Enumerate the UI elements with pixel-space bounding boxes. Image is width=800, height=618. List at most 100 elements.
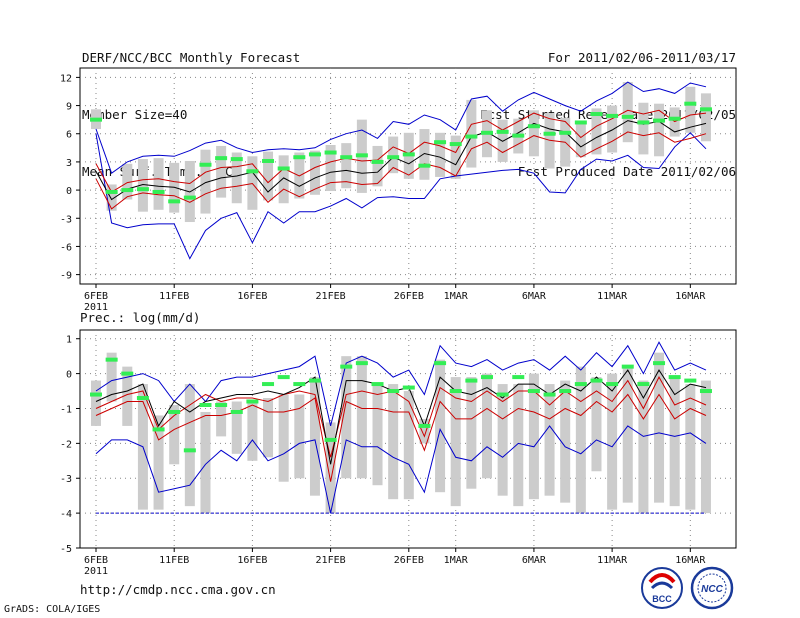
- temp-ytick-label: 6: [66, 130, 72, 141]
- temp-obs-marker: [543, 131, 556, 136]
- prec-box: [528, 373, 539, 500]
- prec-lower-line: [95, 393, 707, 482]
- temp-frame: [79, 67, 737, 285]
- temp-obs-marker: [699, 107, 712, 112]
- prec-box: [466, 377, 477, 489]
- prec-obs-marker: [277, 375, 290, 380]
- temp-xtick-label: 16FEB: [237, 291, 267, 302]
- temp-box: [466, 99, 477, 168]
- bcc-logo-text: BCC: [652, 594, 672, 604]
- prec-panel-title: Prec.: log(mm/d): [80, 310, 200, 325]
- temp-obs-marker: [371, 159, 384, 164]
- prec-box: [575, 366, 586, 514]
- temp-box: [685, 86, 696, 133]
- temp-obs-marker: [340, 155, 353, 160]
- footer-url[interactable]: http://cmdp.ncc.cma.gov.cn: [80, 582, 276, 597]
- prec-box: [263, 398, 274, 458]
- prec-box: [685, 384, 696, 510]
- temp-xtick-label: 21FEB: [316, 291, 346, 302]
- temp-box: [231, 152, 242, 204]
- prec-box: [184, 384, 195, 507]
- prec-min-line: [95, 425, 707, 514]
- temp-obs-marker: [324, 150, 337, 155]
- temp-obs-marker: [246, 169, 259, 174]
- prec-box: [607, 373, 618, 510]
- prec-obs-marker: [262, 382, 275, 387]
- temp-ytick-label: -6: [60, 242, 72, 253]
- prec-xtick-label: 11MAR: [597, 555, 628, 566]
- temp-obs-marker: [230, 157, 243, 162]
- prec-ytick-label: -3: [60, 474, 72, 485]
- temp-obs-marker: [152, 189, 165, 194]
- temp-obs-marker: [168, 199, 181, 204]
- temp-xtick-label: 6FEB: [84, 291, 108, 302]
- prec-obs-marker: [308, 378, 321, 383]
- prec-frame: [79, 329, 737, 549]
- prec-obs-marker: [168, 409, 181, 414]
- temp-box: [622, 82, 633, 143]
- temp-ytick-label: 9: [66, 102, 72, 113]
- logos: BCC NCC: [641, 566, 734, 610]
- temp-box: [450, 135, 461, 179]
- bcc-logo: BCC: [641, 567, 683, 609]
- temp-box: [106, 184, 117, 211]
- prec-obs-marker: [559, 389, 572, 394]
- prec-box: [638, 380, 649, 514]
- temp-obs-marker: [121, 188, 134, 193]
- prec-obs-marker: [105, 357, 118, 362]
- temp-box: [216, 145, 227, 198]
- temp-obs-marker: [590, 112, 603, 117]
- prec-box: [388, 384, 399, 500]
- prec-box: [591, 377, 602, 472]
- prec-ytick-label: 1: [66, 335, 72, 346]
- temp-obs-marker: [512, 133, 525, 138]
- prec-box: [309, 377, 320, 496]
- prec-box: [403, 391, 414, 500]
- temp-ytick-label: -3: [60, 214, 72, 225]
- prec-xtick-label: 26FEB: [394, 555, 424, 566]
- temp-obs-marker: [574, 120, 587, 125]
- prec-obs-marker: [355, 361, 368, 366]
- temp-obs-marker: [136, 187, 149, 192]
- temp-obs-marker: [637, 120, 650, 125]
- prec-box: [654, 352, 665, 503]
- prec-obs-marker: [183, 448, 196, 453]
- prec-xtick-label: 16MAR: [675, 555, 706, 566]
- prec-box: [153, 415, 164, 510]
- prec-box: [325, 422, 336, 514]
- prec-box: [294, 394, 305, 479]
- prec-upper-line: [95, 376, 707, 458]
- prec-mean-line: [95, 369, 707, 465]
- temp-obs-marker: [277, 166, 290, 171]
- prec-xtick-label: 11FEB: [159, 555, 189, 566]
- temp-obs-marker: [481, 130, 493, 135]
- prec-box: [513, 384, 524, 507]
- prec-max-line: [95, 341, 707, 427]
- temp-lower-line: [95, 131, 707, 210]
- temp-obs-marker: [90, 117, 102, 122]
- prec-ytick-label: -1: [60, 404, 72, 415]
- temp-box: [341, 143, 352, 189]
- temp-obs-marker: [434, 140, 447, 145]
- prec-obs-marker: [512, 375, 525, 380]
- prec-obs-marker: [590, 378, 603, 383]
- temp-obs-marker: [308, 152, 321, 157]
- prec-obs-marker: [324, 437, 337, 442]
- prec-obs-marker: [418, 423, 431, 428]
- prec-obs-marker: [90, 392, 102, 397]
- prec-obs-marker: [496, 392, 509, 397]
- prec-box: [200, 411, 211, 514]
- prec-xtick-label: 21FEB: [316, 555, 346, 566]
- prec-xtick-label: 1MAR: [444, 555, 469, 566]
- prec-box: [700, 380, 711, 514]
- prec-box: [278, 394, 289, 482]
- temp-min-line: [95, 132, 707, 260]
- prec-obs-marker: [606, 382, 619, 387]
- temp-box: [607, 105, 618, 153]
- temp-xtick-label: 6MAR: [522, 291, 547, 302]
- prec-ytick-label: -2: [60, 439, 72, 450]
- prec-obs-marker: [246, 399, 259, 404]
- temp-xtick-label: 11MAR: [597, 291, 628, 302]
- prec-obs-marker: [371, 382, 384, 387]
